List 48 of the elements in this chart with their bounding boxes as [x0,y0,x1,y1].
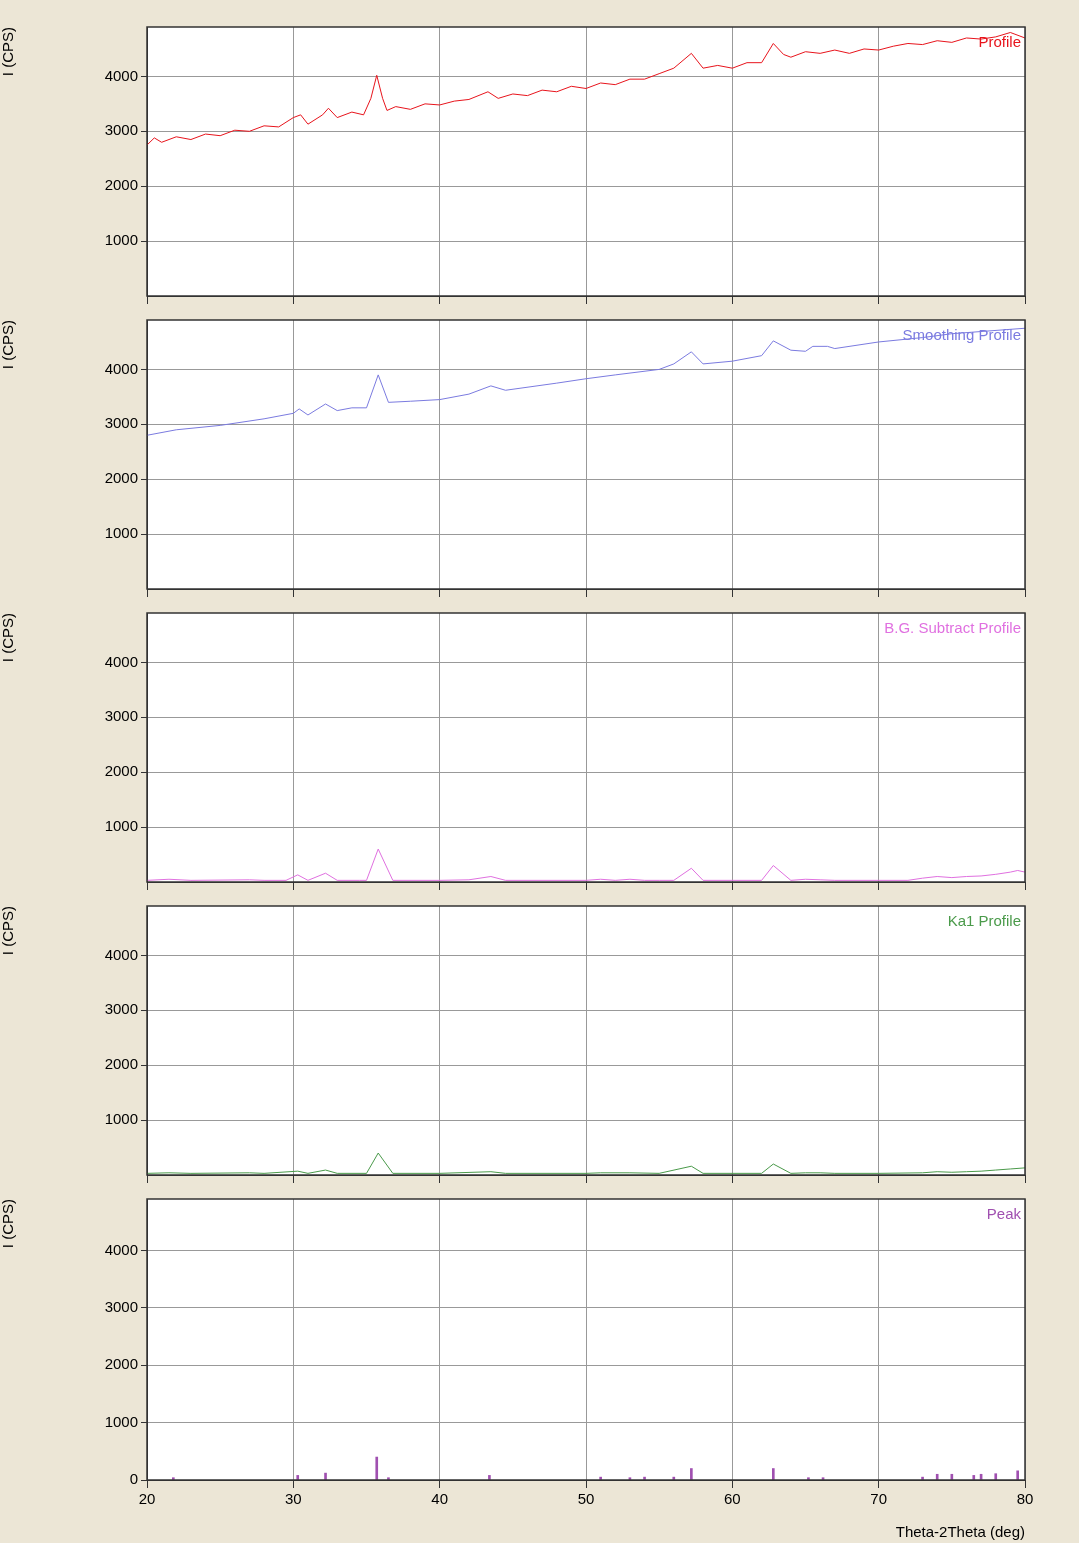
bar [375,1456,379,1480]
y-axis-title: I (CPS) [0,320,17,370]
y-tick-label: 3000 [104,1298,138,1316]
x-tick-label: 70 [870,1490,888,1508]
x-tick-label: 60 [723,1490,741,1508]
x-tick-label: 30 [284,1490,302,1508]
x-tick-label: 50 [577,1490,595,1508]
y-tick-label: 3000 [104,414,138,432]
bar [324,1472,327,1480]
bar [994,1473,998,1480]
y-tick-label: 4000 [104,1240,138,1258]
y-tick-label: 1000 [104,524,138,542]
text: B.G. Subtract Profile [884,618,1021,636]
bar [690,1468,693,1480]
y-axis-title: I (CPS) [0,27,17,77]
bar [972,1475,976,1480]
y-tick-label: 1000 [104,1412,138,1430]
y-tick-label: 2000 [104,1355,138,1373]
y-tick-label: 1000 [104,231,138,249]
y-tick-label: 2000 [104,1055,138,1073]
x-tick-label: 80 [1016,1490,1034,1508]
y-tick-label: 3000 [104,707,138,725]
y-tick-label: 1000 [104,817,138,835]
series-label: Profile [978,32,1021,50]
y-tick-label: 4000 [104,66,138,84]
x-tick-label: 40 [431,1490,449,1508]
y-tick-label: 4000 [104,652,138,670]
x-axis-title: Theta-2Theta (deg) [895,1523,1025,1541]
y-axis-title: I (CPS) [0,906,17,956]
y-tick-label: 4000 [104,359,138,377]
y-tick-label: 2000 [104,469,138,487]
y-tick-label: 2000 [104,762,138,780]
bar [488,1475,491,1480]
y-tick-label: 3000 [104,1000,138,1018]
y-axis-title: I (CPS) [0,613,17,663]
y-tick-label: 3000 [104,121,138,139]
y-tick-label: 1000 [104,1110,138,1128]
bar [296,1475,300,1480]
text: Peak [986,1204,1022,1222]
y-axis-title: I (CPS) [0,1199,17,1249]
bar [935,1473,939,1480]
text: Ka1 Profile [947,911,1021,929]
bar [1016,1470,1020,1480]
x-tick-label: 20 [138,1490,156,1508]
y-tick-label: 4000 [104,945,138,963]
bar [771,1468,775,1480]
y-tick-label: 0 [129,1470,138,1488]
y-tick-label: 2000 [104,176,138,194]
